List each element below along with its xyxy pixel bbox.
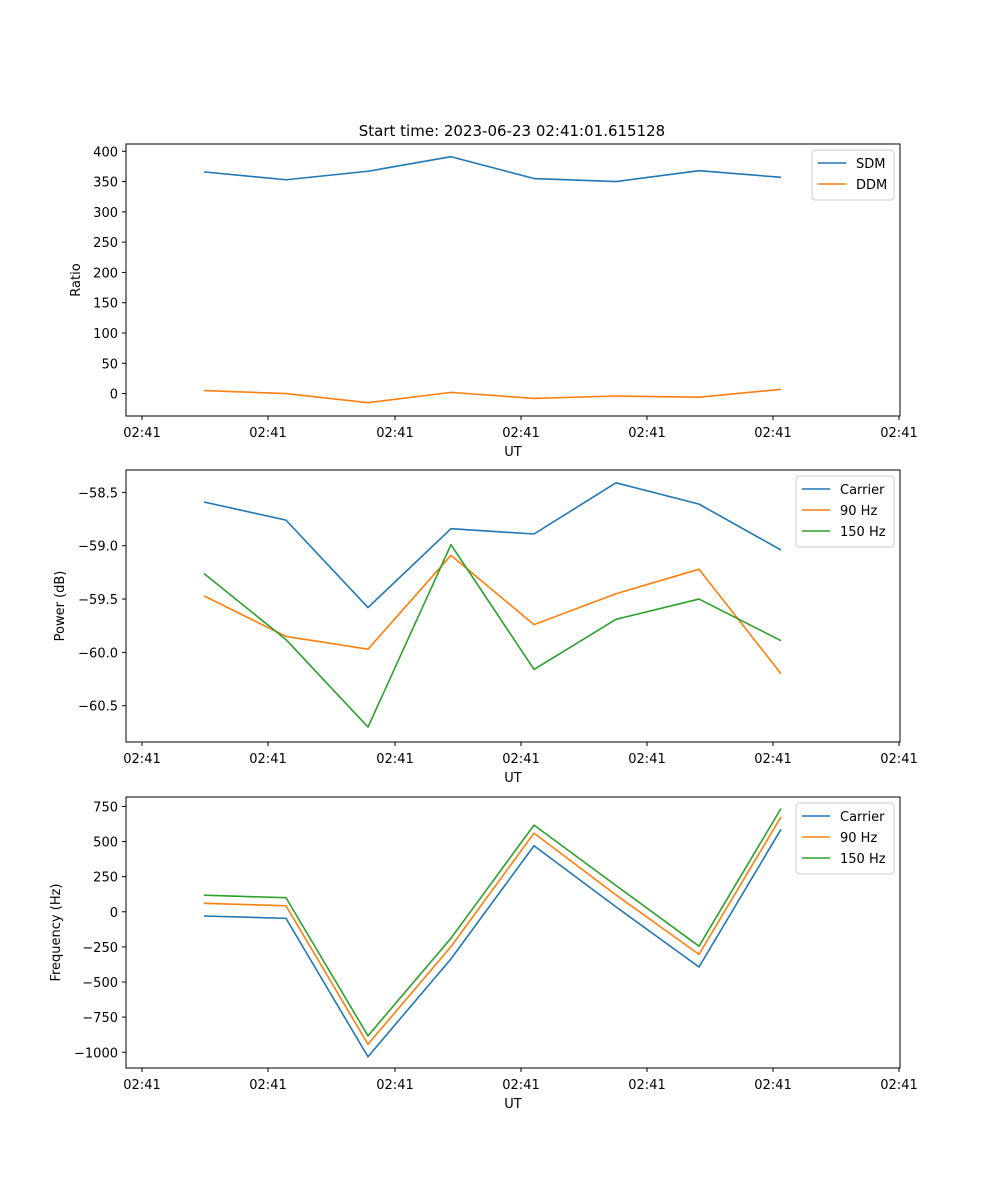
series-line-carrier bbox=[203, 828, 782, 1058]
x-tick-label: 02:41 bbox=[123, 426, 160, 441]
y-tick-label: −60.5 bbox=[78, 700, 118, 715]
plot-frame bbox=[125, 469, 901, 743]
chart-panel-2: −60.5 −60.0 −59.5 −59.0 −58.5 02:41 02:41 02:41… bbox=[53, 469, 918, 786]
y-tick-label: −750 bbox=[82, 1011, 118, 1026]
y-tick-label: 400 bbox=[93, 145, 118, 160]
legend: Carrier 90 Hz 150 Hz bbox=[795, 475, 895, 548]
y-tick-label: 250 bbox=[93, 871, 118, 886]
legend-label: 90 Hz bbox=[840, 504, 877, 519]
y-axis-label: Power (dB) bbox=[53, 571, 68, 642]
y-tick-label: 350 bbox=[93, 176, 118, 191]
series-line-150-hz bbox=[203, 543, 782, 728]
x-tick-label: 02:41 bbox=[754, 752, 791, 767]
x-tick-label: 02:41 bbox=[376, 752, 413, 767]
legend-label: Carrier bbox=[840, 483, 885, 498]
y-axis-label: Ratio bbox=[69, 263, 84, 296]
y-tick-label: −250 bbox=[82, 941, 118, 956]
y-tick-label: 250 bbox=[93, 236, 118, 251]
y-tick-label: −60.0 bbox=[78, 646, 118, 661]
legend-box bbox=[795, 802, 895, 875]
x-tick-label: 02:41 bbox=[502, 426, 539, 441]
chart-panel-3: −1000 −750 −500 −250 0 250 500 750 02:41 02:41 02:… bbox=[49, 796, 918, 1112]
x-tick-label: 02:41 bbox=[249, 426, 286, 441]
y-tick-label: 200 bbox=[93, 266, 118, 281]
x-tick-label: 02:41 bbox=[880, 752, 917, 767]
x-tick-label: 02:41 bbox=[754, 426, 791, 441]
x-tick-label: 02:41 bbox=[249, 1078, 286, 1093]
legend-label: DDM bbox=[856, 178, 887, 193]
y-tick-label: −500 bbox=[82, 976, 118, 991]
x-tick-label: 02:41 bbox=[628, 1078, 665, 1093]
y-tick-label: −59.0 bbox=[78, 540, 118, 555]
y-tick-label: −58.5 bbox=[78, 486, 118, 501]
x-tick-label: 02:41 bbox=[123, 752, 160, 767]
y-tick-label: 50 bbox=[101, 357, 118, 372]
series-line-90-hz bbox=[203, 554, 782, 675]
legend-label: 90 Hz bbox=[840, 831, 877, 846]
x-tick-label: 02:41 bbox=[880, 1078, 917, 1093]
legend-label: 150 Hz bbox=[840, 525, 886, 540]
series-line-sdm bbox=[203, 155, 782, 183]
series-line-ddm bbox=[203, 388, 782, 404]
legend: Carrier 90 Hz 150 Hz bbox=[795, 802, 895, 875]
x-tick-label: 02:41 bbox=[249, 752, 286, 767]
series-line-carrier bbox=[203, 481, 782, 609]
x-tick-label: 02:41 bbox=[880, 426, 917, 441]
x-axis-label: UT bbox=[504, 771, 522, 786]
legend-label: Carrier bbox=[840, 810, 885, 825]
plot-frame bbox=[125, 796, 901, 1069]
x-tick-label: 02:41 bbox=[628, 752, 665, 767]
plot-frame bbox=[125, 143, 901, 417]
y-tick-label: −59.5 bbox=[78, 593, 118, 608]
series-line-90-hz bbox=[203, 816, 782, 1046]
chart-panel-1: 0 50 100 150 200 250 300 350 400 02:41 02:41 02:41 0… bbox=[69, 143, 918, 460]
x-tick-label: 02:41 bbox=[754, 1078, 791, 1093]
y-tick-label: −1000 bbox=[74, 1046, 118, 1061]
series-line-150-hz bbox=[203, 808, 782, 1037]
x-tick-label: 02:41 bbox=[502, 1078, 539, 1093]
y-tick-label: 300 bbox=[93, 206, 118, 221]
y-axis-label: Frequency (Hz) bbox=[49, 883, 64, 981]
y-tick-label: 0 bbox=[110, 906, 118, 921]
y-tick-label: 750 bbox=[93, 800, 118, 815]
x-tick-label: 02:41 bbox=[123, 1078, 160, 1093]
legend: SDM DDM bbox=[811, 149, 895, 201]
x-tick-label: 02:41 bbox=[502, 752, 539, 767]
x-axis-label: UT bbox=[504, 445, 522, 460]
y-tick-label: 100 bbox=[93, 327, 118, 342]
y-tick-label: 0 bbox=[110, 388, 118, 403]
x-tick-label: 02:41 bbox=[628, 426, 665, 441]
x-tick-label: 02:41 bbox=[376, 426, 413, 441]
y-tick-label: 500 bbox=[93, 836, 118, 851]
y-tick-label: 150 bbox=[93, 297, 118, 312]
chart-title: Start time: 2023-06-23 02:41:01.615128 bbox=[359, 122, 665, 140]
legend-box bbox=[795, 475, 895, 548]
x-axis-label: UT bbox=[504, 1097, 522, 1112]
legend-label: SDM bbox=[856, 157, 885, 172]
legend-label: 150 Hz bbox=[840, 852, 886, 867]
x-tick-label: 02:41 bbox=[376, 1078, 413, 1093]
